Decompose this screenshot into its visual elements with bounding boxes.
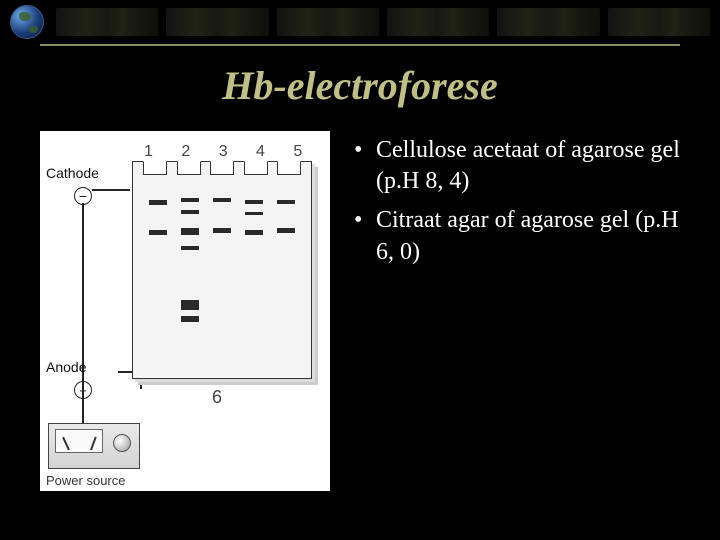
decorative-top-bar bbox=[0, 0, 720, 44]
content-area: Cathode − Anode + 1 2 3 4 5 6 Power sour… bbox=[0, 131, 720, 491]
slide-title: Hb-electroforese bbox=[0, 62, 720, 109]
gel-lane bbox=[147, 182, 169, 370]
gel-lanes bbox=[147, 182, 297, 370]
gel-lane bbox=[275, 182, 297, 370]
gel-lane bbox=[179, 182, 201, 370]
gel-wells bbox=[143, 161, 301, 177]
bullet-item: Cellulose acetaat of agarose gel (p.H 8,… bbox=[354, 135, 696, 197]
anode-label: Anode bbox=[46, 359, 86, 375]
lane-numbers: 1 2 3 4 5 bbox=[144, 143, 314, 161]
bullet-item: Citraat agar of agarose gel (p.H 6, 0) bbox=[354, 205, 696, 267]
gel-lane bbox=[211, 182, 233, 370]
title-rule bbox=[40, 44, 680, 46]
gel-plate bbox=[132, 161, 312, 379]
power-source-box bbox=[48, 423, 140, 469]
gel-lane bbox=[243, 182, 265, 370]
cathode-label: Cathode bbox=[46, 165, 99, 181]
globe-icon bbox=[10, 5, 44, 39]
bullet-list: Cellulose acetaat of agarose gel (p.H 8,… bbox=[354, 131, 696, 491]
power-source-label: Power source bbox=[46, 473, 125, 488]
map-strip bbox=[56, 8, 720, 36]
electrophoresis-figure: Cathode − Anode + 1 2 3 4 5 6 Power sour… bbox=[40, 131, 330, 491]
figure-bottom-label: 6 bbox=[212, 387, 222, 408]
